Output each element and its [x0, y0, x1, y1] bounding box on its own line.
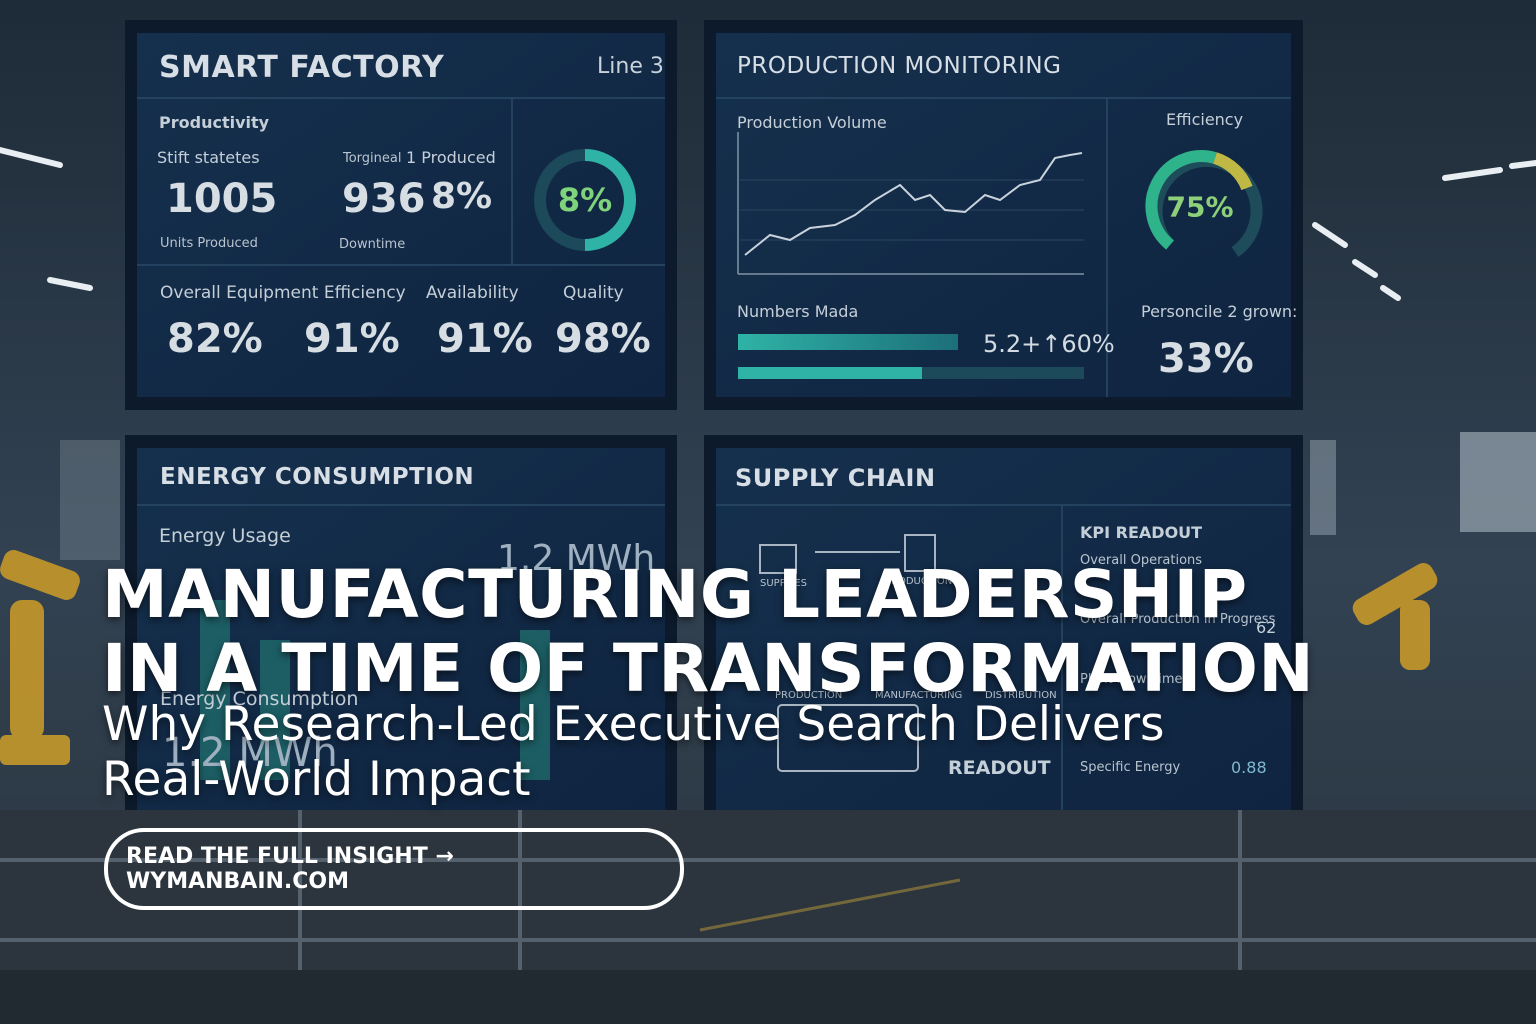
cta-text: READ THE FULL INSIGHT → WYMANBAIN.COM — [126, 844, 454, 894]
stat-sub: Units Produced — [160, 236, 258, 251]
stat-value: 33% — [1158, 336, 1254, 382]
kpi-label: Quality — [563, 283, 624, 303]
kpi-item: Overall Production in Progress — [1080, 612, 1276, 627]
panel-title: SUPPLY CHAIN — [735, 464, 936, 492]
stat-value: 8% — [431, 176, 493, 217]
panel-title: ENERGY CONSUMPTION — [160, 464, 475, 490]
energy-label: Energy Usage — [159, 525, 291, 547]
ring-value: 8% — [557, 181, 613, 219]
kpi-value: 91% — [437, 316, 533, 362]
kpi-value: 62 — [1256, 618, 1277, 637]
energy-value: 1.2 MWh — [497, 538, 656, 579]
headline: IN A TIME OF TRANSFORMATION — [102, 630, 1315, 707]
stat-label: Stift statetes — [157, 148, 260, 167]
kpi-value: 82% — [167, 316, 263, 362]
kpi-value: 0.88 — [1231, 758, 1267, 777]
stat-sub: Downtime — [339, 237, 406, 252]
gauge-label: Efficiency — [1166, 110, 1244, 129]
node-label: MANUFACTURING — [875, 690, 963, 701]
stat-label: Personcile 2 grown: — [1141, 302, 1298, 321]
node-label: PRODUCTION — [775, 690, 843, 701]
section-label: Productivity — [159, 113, 270, 132]
kpi-item: Overall Operations — [1080, 553, 1203, 568]
chart-label: Production Volume — [737, 113, 887, 132]
stat-value: 1005 — [166, 176, 278, 222]
headline: MANUFACTURING LEADERSHIP — [102, 556, 1248, 633]
stat-label: 1 Produced — [406, 148, 496, 167]
kpi-item: Plant Flow Time — [1080, 672, 1183, 687]
kpi-item: Specific Energy — [1080, 760, 1181, 775]
kpi-label: Overall Equipment Efficiency — [160, 283, 406, 303]
node-label: PRODUCTION — [885, 576, 953, 587]
bar-label: Numbers Mada — [737, 302, 859, 321]
panel-title: SMART FACTORY — [159, 50, 445, 85]
bar-value: 5.2+↑60% — [983, 330, 1115, 358]
readout-label: READOUT — [948, 757, 1051, 779]
panel-title: PRODUCTION MONITORING — [737, 53, 1062, 79]
energy-label: Energy Consumption — [160, 688, 359, 710]
energy-value: 1.2 MWh — [162, 730, 338, 776]
ceiling-lights — [0, 147, 1536, 301]
subheadline: Real-World Impact — [102, 752, 531, 807]
gauge-value: 75% — [1166, 190, 1234, 224]
stat-label: Torgineal — [343, 151, 402, 166]
kpi-value: 91% — [304, 316, 400, 362]
node-label: DISTRIBUTION — [985, 690, 1057, 701]
kpi-value: 98% — [555, 316, 651, 362]
cta-button[interactable]: READ THE FULL INSIGHT → WYMANBAIN.COM — [104, 828, 684, 910]
node-label: SUPPLIES — [760, 578, 807, 589]
stat-value: 936 — [342, 176, 426, 222]
subheadline: Why Research-Led Executive Search Delive… — [102, 697, 1165, 752]
line-label: Line 3 — [597, 54, 664, 79]
kpi-title: KPI READOUT — [1080, 523, 1203, 542]
kpi-label: Availability — [426, 283, 519, 303]
